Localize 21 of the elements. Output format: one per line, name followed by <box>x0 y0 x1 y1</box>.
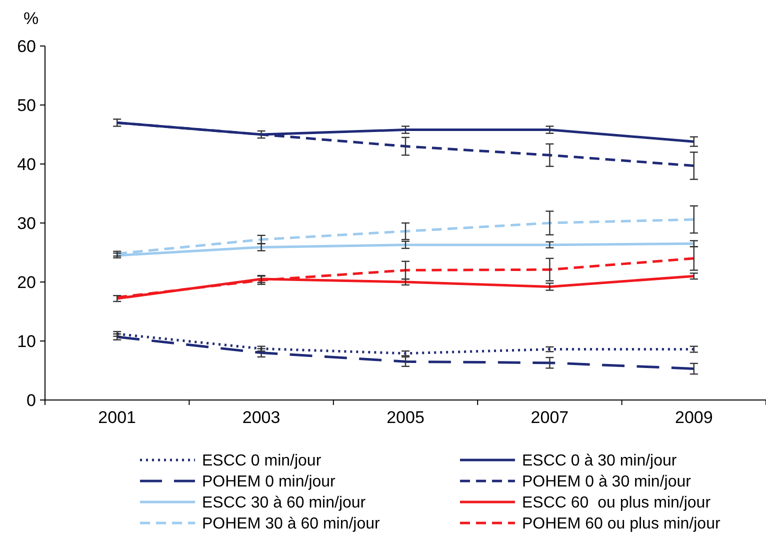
y-tick-label: 0 <box>26 390 36 410</box>
y-tick-label: 10 <box>17 332 36 351</box>
legend-label: POHEM 60 ou plus min/jour <box>522 516 721 533</box>
x-tick-label: 2003 <box>242 408 280 427</box>
y-tick-label: 50 <box>17 96 36 115</box>
legend-label: ESCC 0 à 30 min/jour <box>522 452 678 470</box>
legend-label: POHEM 30 à 60 min/jour <box>202 516 381 533</box>
legend-label: ESCC 60 ou plus min/jour <box>522 494 712 512</box>
x-tick-label: 2005 <box>386 408 424 427</box>
x-tick-label: 2001 <box>98 408 136 427</box>
y-tick-label: 60 <box>17 36 36 56</box>
y-tick-label: 40 <box>17 154 36 174</box>
y-axis-title: % <box>23 9 39 28</box>
x-tick-label: 2009 <box>674 408 713 427</box>
legend-label: ESCC 30 à 60 min/jour <box>202 494 366 512</box>
legend-label: POHEM 0 min/jour <box>202 474 336 491</box>
y-tick-label: 20 <box>17 272 36 292</box>
legend-label: POHEM 0 à 30 min/jour <box>522 474 692 491</box>
y-tick-label: 30 <box>17 214 36 233</box>
x-tick-label: 2007 <box>530 408 569 427</box>
legend-label: ESCC 0 min/jour <box>202 452 322 470</box>
